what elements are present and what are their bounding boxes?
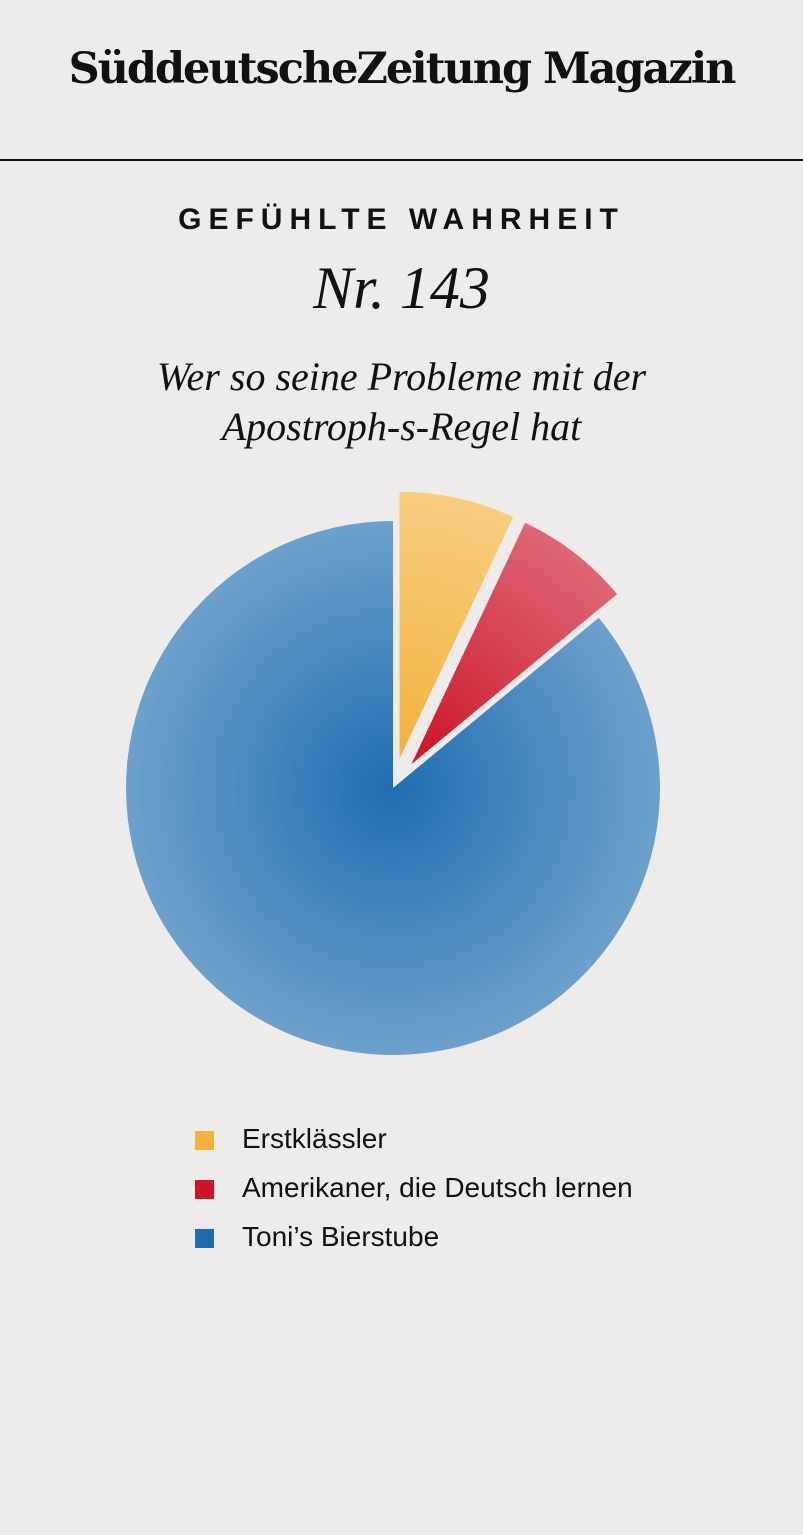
legend-item-erstklaessler: Erstklässler xyxy=(195,1121,755,1170)
brand-logo: SüddeutscheZeitung Magazin xyxy=(68,44,737,94)
legend-label-tonis-bierstube: Toni’s Bierstube xyxy=(242,1221,440,1252)
kicker: GEFÜHLTE WAHRHEIT xyxy=(178,203,625,236)
legend-item-amerikaner: Amerikaner, die Deutsch lernen xyxy=(195,1170,755,1219)
legend-label-amerikaner: Amerikaner, die Deutsch lernen xyxy=(242,1172,633,1203)
pie-chart xyxy=(126,491,661,1055)
legend-item-tonis-bierstube: Toni’s Bierstube xyxy=(195,1219,755,1268)
legend-swatch-amerikaner xyxy=(195,1180,214,1199)
chart-title-line-1: Wer so seine Probleme mit der xyxy=(156,354,647,399)
chart-title-line-2: Apostroph-s-Regel hat xyxy=(221,404,582,449)
legend-swatch-erstklaessler xyxy=(195,1131,214,1150)
chart-legend: Erstklässler Amerikaner, die Deutsch ler… xyxy=(195,1121,755,1268)
pie-slice-1 xyxy=(399,491,514,759)
chart-title: Wer so seine Probleme mit der Apostroph-… xyxy=(60,352,743,452)
pie-slice-3 xyxy=(126,521,661,1055)
legend-swatch-tonis-bierstube xyxy=(195,1229,214,1248)
pie-slice-2 xyxy=(411,522,618,765)
legend-label-erstklaessler: Erstklässler xyxy=(242,1123,387,1154)
issue-number: Nr. 143 xyxy=(313,255,490,321)
masthead: SüddeutscheZeitung Magazin xyxy=(0,0,803,161)
